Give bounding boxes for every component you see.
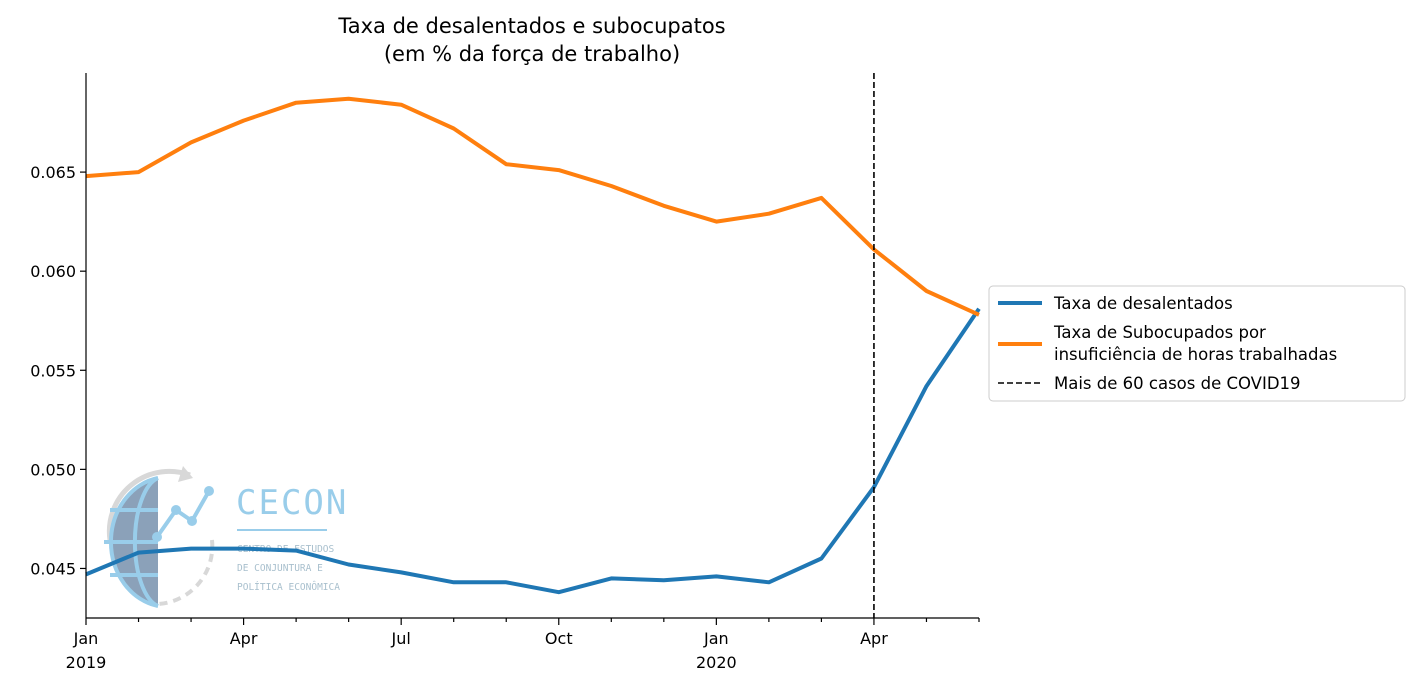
logo-arrow-head [178,466,193,482]
legend-frame [988,285,1406,402]
chart-title: Taxa de desalentados e subocupatos [337,14,725,38]
legend-label-covid-line: Mais de 60 casos de COVID19 [1054,374,1301,393]
y-tick-label: 0.045 [30,559,76,578]
x-tick-label: Apr [230,629,258,648]
legend-label-subocupados-line2: insuficiência de horas trabalhadas [1054,345,1337,364]
chart-subtitle: (em % da força de trabalho) [384,42,680,66]
logo-subtitle-line3: POLÍTICA ECONÔMICA [237,581,340,593]
x-tick-label: Jan [703,629,729,648]
logo-trend-point [171,505,181,515]
y-tick-label: 0.065 [30,163,76,182]
logo-globe-lines [104,476,159,608]
plot-area [85,73,981,618]
x-tick-year-label: 2019 [66,653,107,672]
logo-globe-outline [109,476,159,608]
x-tick-label: Apr [860,629,888,648]
x-tick-label: Oct [545,629,573,648]
logo-trend-line [155,490,211,539]
y-tick-label: 0.060 [30,262,76,281]
y-axis-ticks: 0.045 0.050 0.055 0.060 0.065 [30,163,86,578]
y-tick-label: 0.055 [30,361,76,380]
cecon-logo-watermark: CECON CENTRO DE ESTUDOS DE CONJUNTURA E … [104,466,348,608]
x-tick-label: Jan [73,629,99,648]
logo-trend-point [187,516,197,526]
logo-trend-point [204,486,214,496]
logo-arrow-arc [106,468,191,541]
series-line-0 [85,307,981,595]
logo-title: CECON [236,483,348,523]
y-tick-label: 0.050 [30,460,76,479]
x-axis-ticks: Jan 2019 Apr Jul Oct Jan 2020 Apr [66,618,980,672]
legend: Taxa de desalentados Taxa de Subocupados… [988,285,1406,402]
logo-trend-point [152,532,162,542]
x-tick-label: Jul [391,629,411,648]
legend-label-subocupados-line1: Taxa de Subocupados por [1053,323,1266,342]
x-tick-year-label: 2020 [696,653,737,672]
logo-dashed-arc [149,539,215,607]
logo-subtitle-line2: DE CONJUNTURA E [237,563,323,574]
series-line-1 [85,96,980,317]
legend-label-desalentados: Taxa de desalentados [1053,294,1233,313]
